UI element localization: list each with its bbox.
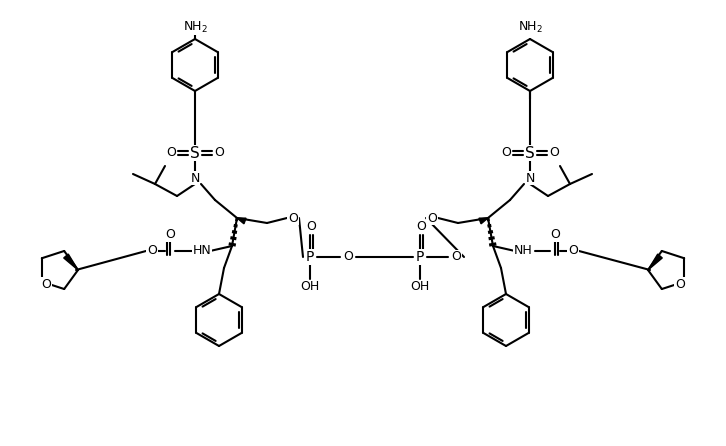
Polygon shape bbox=[64, 254, 78, 270]
Polygon shape bbox=[648, 254, 662, 270]
Text: O: O bbox=[41, 277, 51, 290]
Text: O: O bbox=[147, 244, 157, 257]
Text: O: O bbox=[416, 220, 426, 234]
Text: O: O bbox=[550, 228, 560, 241]
Text: NH$_2$: NH$_2$ bbox=[182, 20, 208, 34]
Text: O: O bbox=[166, 146, 176, 160]
Text: O: O bbox=[288, 211, 298, 224]
Text: O: O bbox=[165, 228, 175, 241]
Text: NH$_2$: NH$_2$ bbox=[518, 20, 542, 34]
Text: HN: HN bbox=[192, 244, 211, 257]
Text: O: O bbox=[501, 146, 511, 160]
Text: P: P bbox=[306, 250, 314, 264]
Text: O: O bbox=[549, 146, 559, 160]
Polygon shape bbox=[237, 218, 246, 224]
Text: N: N bbox=[526, 172, 534, 185]
Text: S: S bbox=[525, 145, 535, 161]
Text: O: O bbox=[427, 211, 437, 224]
Text: OH: OH bbox=[410, 281, 430, 293]
Text: NH: NH bbox=[513, 244, 532, 257]
Text: O: O bbox=[214, 146, 224, 160]
Text: N: N bbox=[190, 172, 200, 185]
Text: O: O bbox=[343, 251, 353, 264]
Text: P: P bbox=[416, 250, 424, 264]
Text: S: S bbox=[190, 145, 200, 161]
Text: O: O bbox=[306, 220, 316, 234]
Text: O: O bbox=[675, 277, 685, 290]
Polygon shape bbox=[479, 218, 488, 224]
Text: O: O bbox=[568, 244, 578, 257]
Text: O: O bbox=[451, 251, 461, 264]
Text: OH: OH bbox=[301, 281, 319, 293]
